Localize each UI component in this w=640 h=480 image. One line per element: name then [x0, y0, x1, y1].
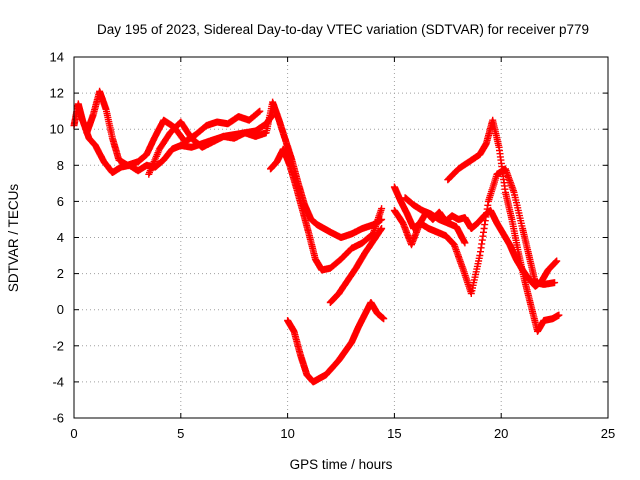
series-track-c: [145, 98, 386, 241]
series-track-a: [70, 100, 277, 176]
x-tick-label: 20: [494, 426, 508, 441]
y-tick-label: -6: [52, 411, 64, 426]
y-tick-label: -4: [52, 374, 64, 389]
x-tick-label: 25: [601, 426, 615, 441]
y-tick-label: 14: [50, 50, 64, 65]
series-track-f: [326, 225, 386, 306]
grid-lines: [74, 57, 608, 418]
y-tick-label: 10: [50, 122, 64, 137]
series-track-i: [444, 116, 563, 335]
series-track-e: [284, 299, 388, 386]
series-track-j: [401, 194, 469, 247]
y-tick-label: 0: [57, 302, 64, 317]
x-tick-label: 0: [70, 426, 77, 441]
x-axis-label: GPS time / hours: [290, 457, 393, 472]
y-axis-label: SDTVAR / TECUs: [6, 184, 21, 293]
y-tick-label: 12: [50, 86, 64, 101]
y-tick-label: -2: [52, 338, 64, 353]
data-series: [70, 87, 563, 386]
x-tick-label: 5: [177, 426, 184, 441]
y-tick-label: 2: [57, 266, 64, 281]
chart-title: Day 195 of 2023, Sidereal Day-to-day VTE…: [97, 22, 589, 37]
y-tick-label: 8: [57, 158, 64, 173]
axis-ticks: 0 5 10 15 20 25 -6 -4 -2 0 2 4 6 8 10 12 14: [50, 50, 616, 442]
x-tick-label: 10: [280, 426, 294, 441]
y-tick-label: 4: [57, 230, 64, 245]
y-tick-label: 6: [57, 194, 64, 209]
x-tick-label: 15: [387, 426, 401, 441]
series-track-d: [267, 145, 386, 274]
series-track-h: [390, 165, 559, 297]
